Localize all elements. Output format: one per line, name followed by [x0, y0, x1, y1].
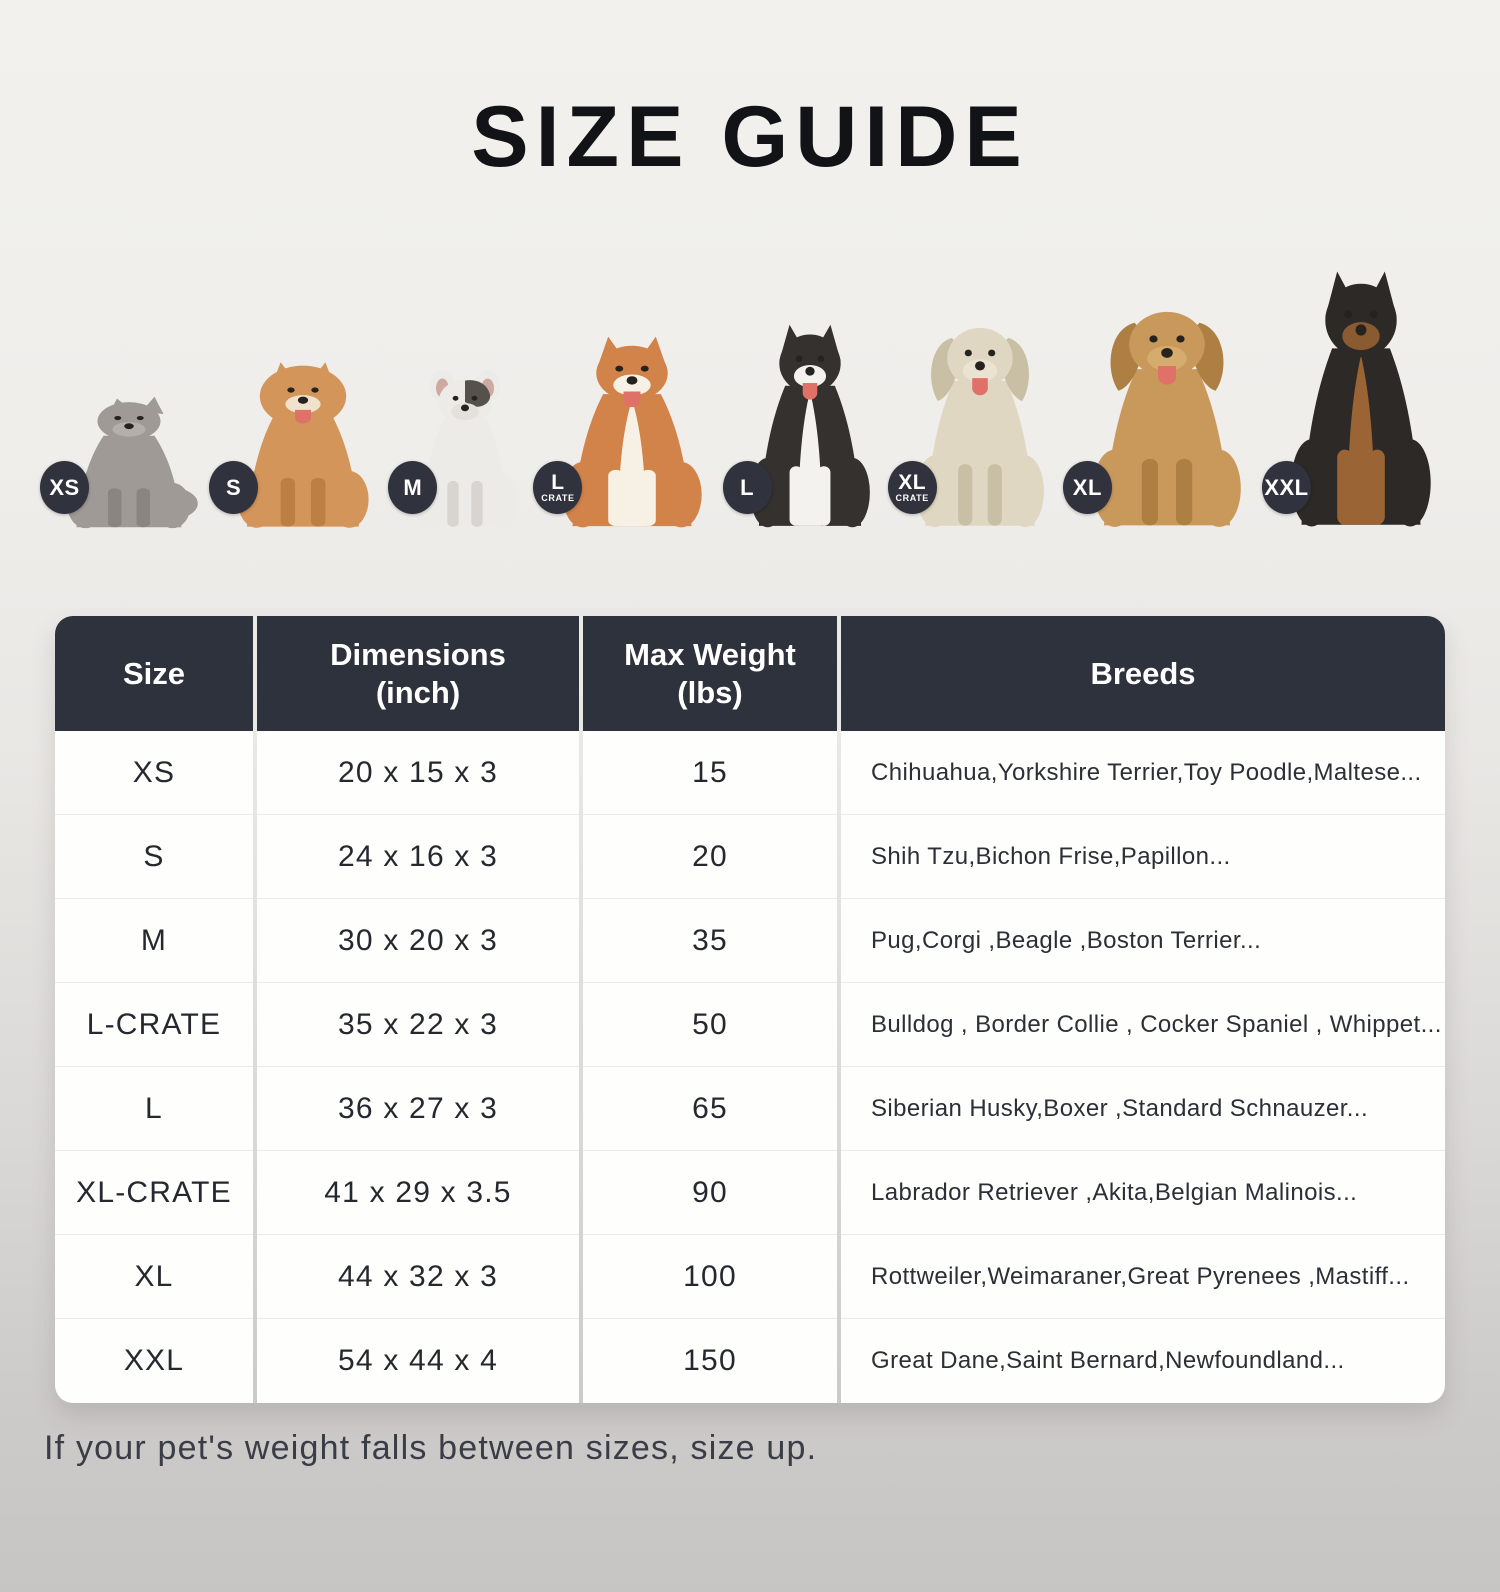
table-cell-dimensions: 20 x 15 x 3 — [257, 731, 579, 816]
table-cell-breeds: Chihuahua,Yorkshire Terrier,Toy Poodle,M… — [841, 731, 1445, 816]
pet-illustration-border-collie — [749, 325, 870, 528]
size-table: Size Dimensions (inch) Max Weight (lbs) Breed… — [55, 616, 1445, 1404]
pet-illustration-golden-retriever — [1093, 312, 1241, 528]
table-cell-max_weight: 100 — [583, 1235, 837, 1320]
table-cell-max_weight: 150 — [583, 1319, 837, 1404]
table-cell-dimensions: 54 x 44 x 4 — [257, 1319, 579, 1404]
size-badge-xs: XS — [40, 461, 89, 515]
pet-illustration-shiba-inu — [562, 336, 703, 528]
table-cell-breeds: Pug,Corgi ,Beagle ,Boston Terrier... — [841, 899, 1445, 984]
table-cell-size: L-CRATE — [55, 983, 253, 1068]
table-cell-max_weight: 15 — [583, 731, 837, 816]
pet-figure-golden-retriever: XL — [1062, 298, 1257, 530]
table-cell-breeds: Labrador Retriever ,Akita,Belgian Malino… — [841, 1151, 1445, 1236]
table-cell-max_weight: 20 — [583, 815, 837, 900]
table-cell-max_weight: 65 — [583, 1067, 837, 1152]
table-cell-dimensions: 41 x 29 x 3.5 — [257, 1151, 579, 1236]
pet-figure-border-collie: L — [722, 322, 883, 530]
table-cell-breeds: Rottweiler,Weimaraner,Great Pyrenees ,Ma… — [841, 1235, 1445, 1320]
table-cell-dimensions: 30 x 20 x 3 — [257, 899, 579, 984]
size-badge-xl-crate: XL CRATE — [887, 461, 937, 515]
table-header-max_weight: Max Weight (lbs) — [583, 616, 837, 732]
table-cell-dimensions: 44 x 32 x 3 — [257, 1235, 579, 1320]
table-cell-size: S — [55, 815, 253, 900]
size-badge-l-crate: L CRATE — [533, 461, 583, 515]
table-header-breeds: Breeds — [841, 616, 1445, 732]
table-cell-dimensions: 24 x 16 x 3 — [257, 815, 579, 900]
pet-illustration-french-bulldog — [413, 370, 517, 529]
table-cell-size: L — [55, 1067, 253, 1152]
size-badge-xl: XL — [1062, 461, 1112, 515]
table-cell-max_weight: 35 — [583, 899, 837, 984]
table-cell-size: XXL — [55, 1319, 253, 1404]
table-cell-breeds: Bulldog , Border Collie , Cocker Spaniel… — [841, 983, 1445, 1068]
pet-figure-grey-cat: XS — [40, 394, 204, 530]
size-badge-m: M — [388, 461, 438, 515]
table-cell-dimensions: 36 x 27 x 3 — [257, 1067, 579, 1152]
pet-illustration-grey-cat — [67, 397, 198, 529]
table-cell-max_weight: 90 — [583, 1151, 837, 1236]
footer-note: If your pet's weight falls between sizes… — [44, 1429, 818, 1468]
table-cell-breeds: Shih Tzu,Bichon Frise,Papillon... — [841, 815, 1445, 900]
table-cell-breeds: Great Dane,Saint Bernard,Newfoundland... — [841, 1319, 1445, 1404]
size-badge-xxl: XXL — [1261, 461, 1311, 515]
size-badge-l: L — [722, 461, 772, 515]
pet-figure-doberman: XXL — [1261, 268, 1446, 530]
page-title: SIZE GUIDE — [471, 89, 1029, 185]
table-cell-size: XL-CRATE — [55, 1151, 253, 1236]
pet-figure-labrador: XL CRATE — [887, 315, 1058, 530]
table-cell-breeds: Siberian Husky,Boxer ,Standard Schnauzer… — [841, 1067, 1445, 1152]
size-badge-s: S — [209, 461, 259, 515]
table-cell-dimensions: 35 x 22 x 3 — [257, 983, 579, 1068]
table-cell-size: XL — [55, 1235, 253, 1320]
pet-figure-french-bulldog: M — [388, 370, 528, 530]
pet-size-row: XS S M — [40, 252, 1446, 530]
table-cell-size: XS — [55, 731, 253, 816]
table-cell-max_weight: 50 — [583, 983, 837, 1068]
table-cell-size: M — [55, 899, 253, 984]
pet-figure-pomeranian: S — [209, 360, 383, 530]
table-header-size: Size — [55, 616, 253, 732]
table-header-dimensions: Dimensions (inch) — [257, 616, 579, 732]
pet-figure-shiba-inu: L CRATE — [533, 334, 717, 530]
pet-illustration-doberman — [1291, 271, 1431, 527]
pet-illustration-labrador — [915, 328, 1044, 528]
